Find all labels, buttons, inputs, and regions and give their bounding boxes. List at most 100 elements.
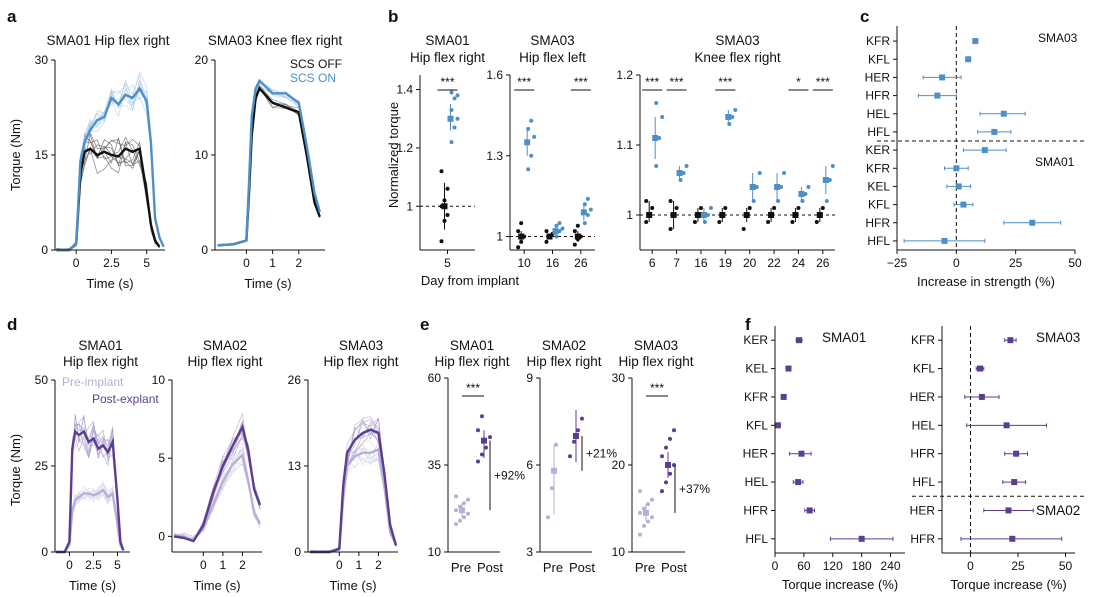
b-significance: *** [574, 75, 588, 89]
b-scs-off-mean [441, 203, 448, 210]
f-mean-marker [1009, 535, 1016, 542]
c-mean-marker [955, 183, 962, 190]
c-row-label: KFL [868, 52, 890, 66]
c-row-label: KFL [868, 198, 890, 212]
b-scs-on-point [529, 153, 534, 158]
b-scs-on-point [455, 116, 460, 121]
b-scs-on-point [529, 118, 534, 123]
b-day-label: 26 [816, 256, 830, 270]
e-post-point [672, 428, 676, 433]
f-row-label: HEL [745, 475, 769, 489]
b-scs-off-point [796, 206, 801, 210]
e2-ytick-label: 10 [612, 545, 626, 559]
b-scs-on-mean [774, 184, 781, 190]
b1-ytick-label: 1.6 [486, 68, 503, 82]
c-mean-marker [1029, 219, 1036, 226]
e1-ytick-label: 9 [526, 371, 533, 385]
b-scs-off-point [723, 206, 728, 210]
e-change-label: +21% [586, 446, 617, 460]
c-row-label: HEL [867, 107, 891, 121]
f0-xtick-label: 120 [823, 559, 843, 573]
e-pre-point [546, 515, 550, 520]
b-significance: *** [718, 75, 732, 89]
e-post-point [484, 445, 488, 450]
a2-scs-off-mean [217, 86, 321, 247]
b-scs-off-point [445, 213, 450, 217]
b-scs-on-point [452, 125, 457, 130]
f-row-label: KFR [744, 390, 768, 404]
a2-on-trace [217, 78, 321, 246]
e-pre-mean [643, 509, 649, 516]
e-title1: SMA03 [634, 338, 678, 353]
b-scs-off-point [516, 229, 521, 234]
c-row-label: HER [865, 70, 891, 84]
d-xlabel: Time (s) [69, 578, 116, 593]
b-significance: *** [517, 75, 531, 89]
b-scs-on-point [733, 108, 738, 112]
f-xlabel: Torque increase (%) [950, 577, 1066, 592]
e-title1: SMA02 [542, 338, 586, 353]
a1-xtick-label: 5 [143, 256, 150, 270]
c-group-label: SMA03 [1038, 31, 1078, 45]
e-pre-mean [551, 467, 557, 474]
panel-label-d: d [7, 315, 17, 334]
e-pre-point [638, 532, 642, 537]
f-row-label: KER [743, 333, 768, 347]
e-post-mean [573, 433, 579, 439]
b-scs-off-point [572, 242, 577, 247]
e-post-point [664, 445, 668, 450]
a1-ytick-label: 15 [35, 148, 49, 162]
d0-ytick-label: 50 [35, 373, 49, 387]
b-scs-off-point [692, 220, 697, 224]
f-xlabel: Torque increase (%) [782, 577, 898, 592]
e-post-point [480, 452, 484, 457]
f-mean-marker [796, 337, 803, 344]
b-scs-off-point [544, 229, 549, 234]
d-title2: Hip flex right [63, 354, 138, 369]
d2-xtick-label: 1 [356, 558, 363, 572]
a2-on-trace [217, 81, 321, 247]
c-row-label: HFR [865, 216, 890, 230]
e-pre-point [638, 489, 642, 494]
f-mean-marker [785, 365, 792, 372]
e-pre-point [650, 515, 654, 520]
b-day-label: 20 [743, 256, 757, 270]
d-pre-trace [173, 442, 261, 540]
c-row-label: KER [865, 143, 890, 157]
b-scs-on-mean [700, 212, 707, 218]
b-title1: SMA01 [425, 33, 469, 48]
legend-pre-implant: Pre-implant [62, 375, 124, 389]
a2-xlabel: Time (s) [244, 276, 291, 291]
b-scs-off-mean [768, 212, 775, 218]
d-ylabel: Torque (Nm) [8, 434, 23, 506]
e-pre-point [642, 506, 646, 511]
a2-off-trace [217, 86, 321, 246]
a1-ylabel: Torque (Nm) [8, 119, 23, 191]
e-post-point [476, 459, 480, 464]
b-scs-off-mean [646, 212, 653, 218]
f-row-label: HEL [912, 418, 936, 432]
b-significance: *** [670, 75, 684, 89]
e-pre-point [454, 494, 458, 499]
e-post-point [488, 435, 492, 440]
e-post-point [480, 414, 484, 419]
a2-on-trace [217, 80, 321, 247]
f-group-label: SMA02 [1036, 503, 1080, 518]
f-mean-marker [978, 393, 985, 400]
b-scs-on-mean [798, 191, 805, 197]
c-xtick-label: 50 [1068, 256, 1082, 270]
b-day-label: 6 [649, 256, 656, 270]
b-scs-on-mean [676, 170, 683, 176]
b-scs-on-mean [822, 177, 829, 183]
a2-on-trace [217, 87, 321, 246]
a2-xtick-label: 0 [243, 256, 250, 270]
b-scs-off-point [575, 223, 580, 228]
b-scs-off-point [439, 169, 444, 174]
b-scs-off-point [674, 206, 679, 210]
c-mean-marker [941, 237, 948, 244]
b-scs-on-mean [552, 228, 559, 235]
b-ylabel: Normalized torque [386, 102, 401, 208]
a1-xtick-label: 2.5 [103, 256, 120, 270]
chart-title-a2: SMA03 Knee flex right [208, 33, 343, 48]
e-post-point [664, 480, 668, 485]
